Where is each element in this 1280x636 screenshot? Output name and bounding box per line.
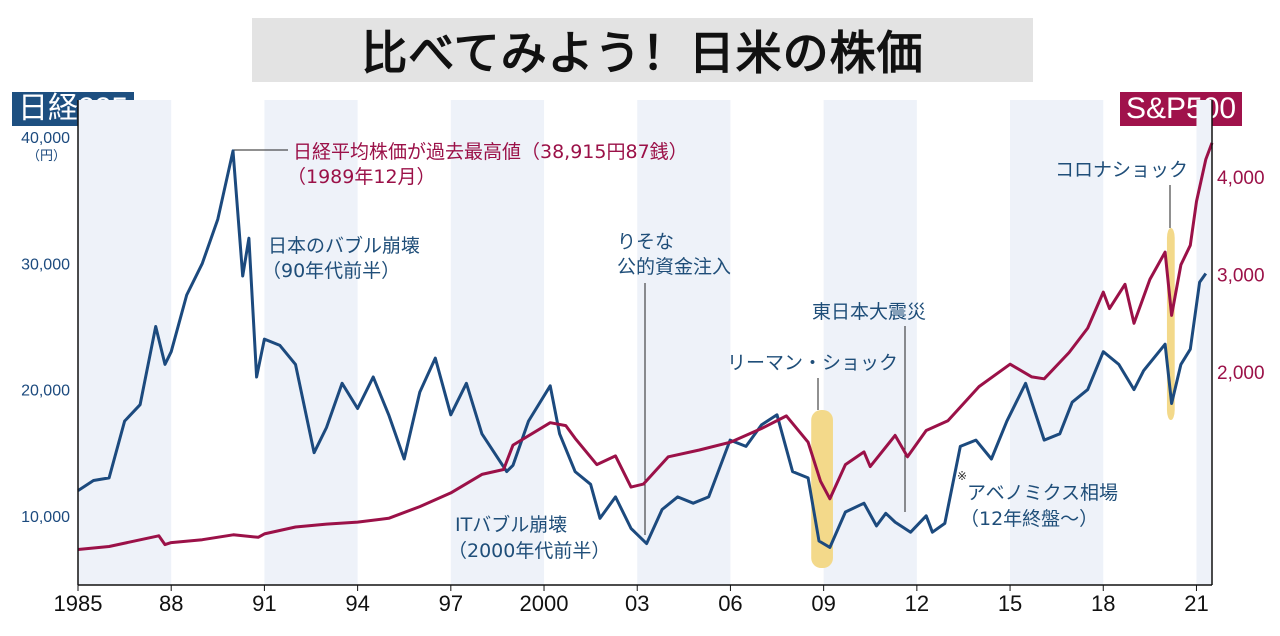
annotation-peak-date: （1989年12月） — [287, 166, 436, 188]
annotation-it-bubble: ITバブル崩壊 — [455, 513, 567, 536]
annotation-abe-mark: ※ — [957, 469, 967, 483]
annotation-lehman: リーマン・ショック — [727, 352, 898, 374]
annotation-abenomics-period: （12年終盤～） — [960, 508, 1098, 530]
nikkei-line — [77, 149, 1208, 549]
right-tick-label: 3,000 — [1217, 266, 1265, 287]
x-tick-label: 2000 — [520, 591, 569, 616]
shaded-period — [637, 100, 731, 585]
annotation-it-period: （2000年代前半） — [448, 540, 610, 562]
chart-title: 比べてみよう！日米の株価 — [361, 26, 924, 80]
x-tick-label: 12 — [905, 591, 929, 616]
left-tick-label: 30,000 — [21, 256, 70, 273]
x-tick-label: 21 — [1184, 591, 1208, 616]
left-tick-label: 10,000 — [21, 509, 70, 526]
right-tick-label: 4,000 — [1217, 168, 1265, 189]
annotation-peak: 日経平均株価が過去最高値（38,915円87銭） — [293, 141, 688, 163]
x-tick-label: 97 — [439, 591, 463, 616]
x-tick-label: 91 — [252, 591, 276, 616]
x-tick-label: 18 — [1091, 591, 1115, 616]
annotation-abenomics: アベノミクス相場 — [967, 482, 1118, 504]
sp500-line — [77, 142, 1214, 551]
annotation-resona: りそな — [617, 231, 674, 253]
x-tick-label: 94 — [345, 591, 369, 616]
annotation-bubble: 日本のバブル崩壊 — [268, 234, 420, 257]
shaded-period — [1196, 100, 1212, 585]
x-tick-label: 88 — [159, 591, 183, 616]
left-tick-label: 20,000 — [21, 383, 70, 400]
x-tick-label: 06 — [718, 591, 742, 616]
annotation-quake: 東日本大震災 — [812, 301, 926, 323]
shaded-period — [1010, 100, 1104, 585]
x-tick-label: 03 — [625, 591, 649, 616]
right-axis-label: S&P500 — [1120, 92, 1243, 126]
annotation-bubble-period: （90年代前半） — [262, 260, 400, 282]
annotation-resona-2: 公的資金注入 — [617, 256, 731, 278]
left-axis-unit: （円） — [27, 149, 66, 164]
x-tick-label: 1985 — [54, 591, 103, 616]
shaded-period — [450, 100, 545, 585]
left-tick-label: 40,000 — [21, 130, 70, 147]
x-tick-label: 09 — [811, 591, 835, 616]
annotation-corona: コロナショック — [1055, 159, 1188, 181]
shaded-period — [78, 100, 172, 585]
shaded-period — [264, 100, 358, 585]
shaded-period — [823, 100, 917, 585]
x-tick-label: 15 — [998, 591, 1022, 616]
chart-title-box: 比べてみよう！日米の株価 — [252, 18, 1033, 82]
right-tick-label: 2,000 — [1217, 363, 1265, 384]
